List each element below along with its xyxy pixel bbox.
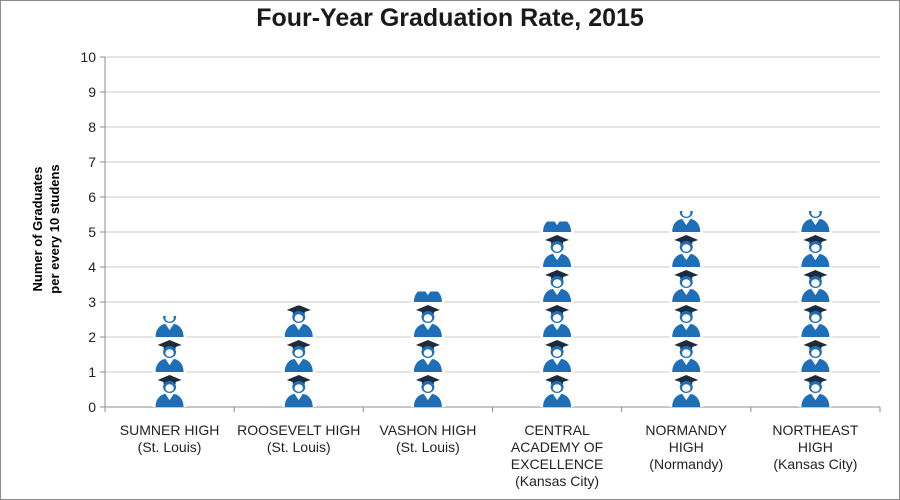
graduate-icon <box>152 316 187 337</box>
category-label: ROOSEVELT HIGH (St. Louis) <box>237 422 360 455</box>
y-tick-label: 10 <box>80 49 96 65</box>
y-tick-label: 7 <box>88 154 96 170</box>
category-label-line: (Kansas City) <box>515 473 599 489</box>
graduate-icon <box>669 372 704 407</box>
y-tick-label: 6 <box>88 189 96 205</box>
category-label-line: HIGH <box>798 439 833 455</box>
graduate-icon <box>798 372 833 407</box>
y-tick-label: 1 <box>88 364 96 380</box>
category-label-line: NORTHEAST <box>772 422 859 438</box>
category-label-line: (St. Louis) <box>396 439 460 455</box>
category-label-line: (St. Louis) <box>267 439 331 455</box>
category-label-line: CENTRAL <box>524 422 590 438</box>
category-label-line: NORMANDY <box>645 422 727 438</box>
category-label: VASHON HIGH (St. Louis) <box>379 422 476 455</box>
bar-1 <box>281 305 316 407</box>
y-tick-label: 0 <box>88 399 96 415</box>
graduate-icon <box>152 337 187 372</box>
bar-5 <box>798 211 833 407</box>
graduate-icon <box>540 232 575 267</box>
graduate-icon <box>410 291 445 302</box>
gridlines <box>105 56 880 373</box>
y-tick-label: 4 <box>88 259 96 275</box>
category-label: SUMNER HIGH (St. Louis) <box>120 422 220 455</box>
graduate-icon <box>798 232 833 267</box>
graduate-icon <box>281 305 316 337</box>
category-label-line: (St. Louis) <box>138 439 202 455</box>
y-tick-label: 8 <box>88 119 96 135</box>
category-label-line: ACADEMY OF <box>511 439 603 455</box>
category-label: NORTHEAST HIGH (Kansas City) <box>772 422 859 472</box>
category-label-line: HIGH <box>669 439 704 455</box>
chart-title: Four-Year Graduation Rate, 2015 <box>256 4 644 32</box>
graduate-icon <box>669 337 704 372</box>
graduate-icon <box>281 372 316 407</box>
graduate-icon <box>410 337 445 372</box>
graduate-icon <box>540 267 575 302</box>
graduate-icon <box>798 302 833 337</box>
bar-4 <box>669 211 704 407</box>
category-label-line: EXCELLENCE <box>511 456 604 472</box>
category-label-line: SUMNER HIGH <box>120 422 220 438</box>
graduate-icon <box>281 337 316 372</box>
graduate-icon <box>540 337 575 372</box>
graduate-icon <box>540 221 575 232</box>
y-tick-label: 9 <box>88 84 96 100</box>
graduate-icon <box>540 302 575 337</box>
bar-2 <box>410 291 445 407</box>
y-tick-label: 2 <box>88 329 96 345</box>
graduate-icon <box>669 211 704 232</box>
graduate-icon <box>540 372 575 407</box>
y-tick-label: 5 <box>88 224 96 240</box>
y-tick-label: 3 <box>88 294 96 310</box>
category-labels: SUMNER HIGH (St. Louis)ROOSEVELT HIGH (St.… <box>120 422 859 489</box>
category-label: CENTRAL ACADEMY OF EXCELLENCE (Kansas City) <box>511 422 604 489</box>
graduate-icon <box>669 267 704 302</box>
graduate-icon <box>410 372 445 407</box>
bar-0 <box>152 316 187 407</box>
graduate-icon <box>798 211 833 232</box>
category-label-line: ROOSEVELT HIGH <box>237 422 360 438</box>
category-label-line: (Kansas City) <box>773 456 857 472</box>
graduate-icon <box>410 302 445 337</box>
category-label-line: (Normandy) <box>649 456 723 472</box>
graduate-icon <box>798 337 833 372</box>
graduate-icon <box>669 302 704 337</box>
graduate-icon <box>669 232 704 267</box>
graduate-icon <box>152 372 187 407</box>
category-label-line: VASHON HIGH <box>379 422 476 438</box>
bar-3 <box>540 221 575 407</box>
axes: 0 1 2 3 4 5 6 7 8 9 10 <box>80 49 881 415</box>
graduate-icon <box>798 267 833 302</box>
category-label: NORMANDY HIGH (Normandy) <box>645 422 727 472</box>
